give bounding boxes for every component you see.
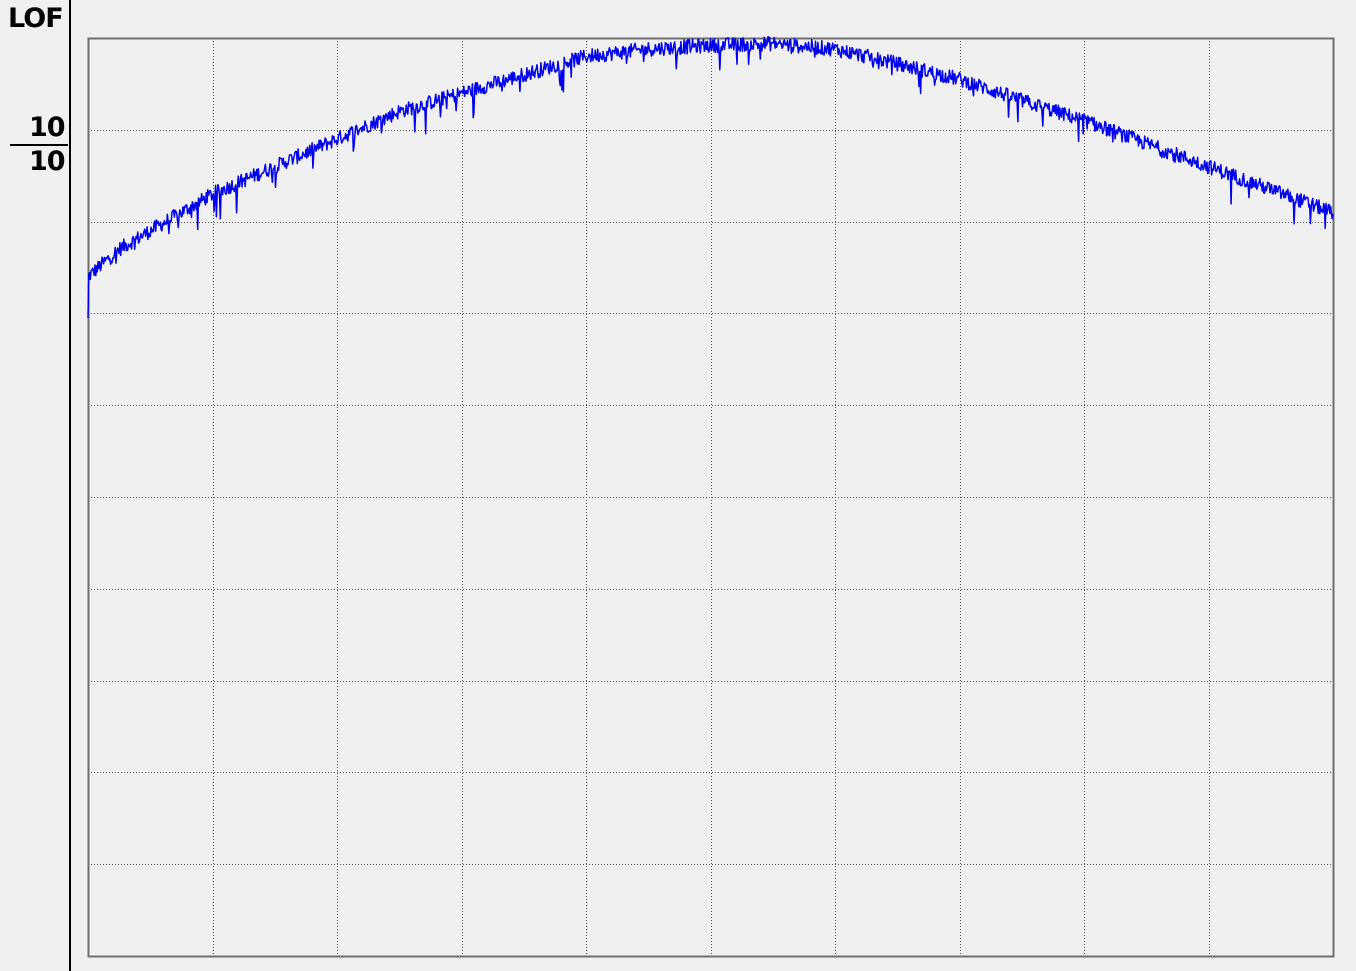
scale-panel-divider (69, 0, 71, 971)
scale-value-label: 10 (29, 112, 66, 143)
trace-format-label: LOF (8, 3, 64, 34)
scale-divider-line (10, 144, 68, 146)
series-trace (87, 35, 1334, 319)
scale-per-division-label: 10 (29, 146, 66, 177)
